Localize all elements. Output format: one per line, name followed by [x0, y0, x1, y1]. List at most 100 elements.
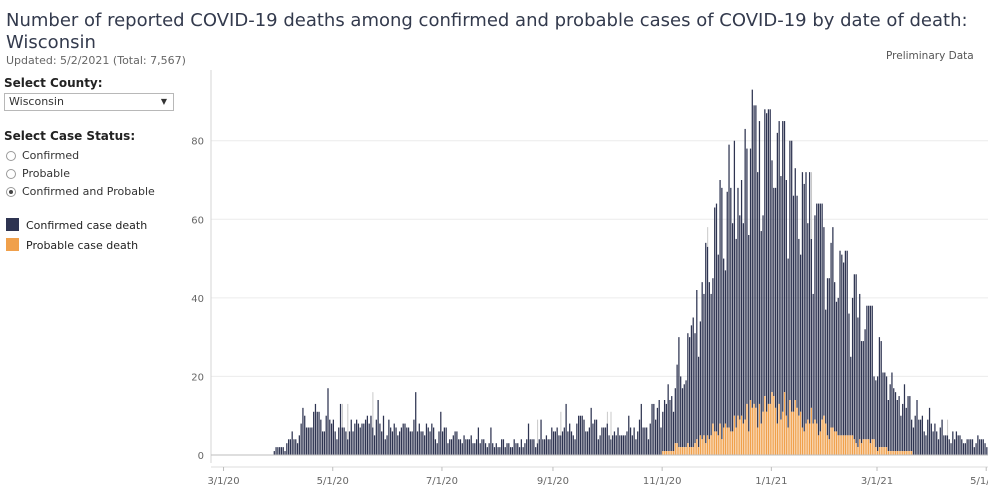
- bar-confirmed: [855, 274, 857, 444]
- bar-confirmed: [733, 140, 736, 416]
- bar-confirmed: [932, 431, 934, 455]
- bar-confirmed: [524, 443, 526, 455]
- bar-confirmed: [787, 258, 789, 428]
- bar-confirmed: [828, 278, 830, 440]
- county-select[interactable]: Wisconsin ▼: [4, 93, 174, 111]
- bar-confirmed: [712, 278, 714, 424]
- bar-confirmed: [919, 419, 922, 455]
- bar-confirmed: [898, 396, 900, 452]
- bar-confirmed: [338, 427, 340, 455]
- bar-confirmed: [851, 297, 854, 436]
- bar-probable: [835, 431, 838, 455]
- county-label: Select County:: [4, 76, 103, 90]
- preliminary-data-label: Preliminary Data: [886, 50, 974, 62]
- bar-probable: [859, 439, 861, 455]
- bar-confirmed: [370, 415, 372, 455]
- bar-confirmed: [760, 231, 762, 424]
- bar-confirmed: [633, 427, 635, 455]
- bar-confirmed: [454, 431, 456, 455]
- bar-probable: [742, 423, 744, 455]
- bar-confirmed: [309, 427, 311, 455]
- radio-probable[interactable]: Probable: [6, 166, 70, 182]
- bar-probable: [689, 447, 691, 455]
- bar-confirmed: [554, 431, 556, 455]
- bar-confirmed: [497, 447, 499, 455]
- bar-confirmed: [653, 403, 655, 455]
- bar-probable: [735, 427, 737, 455]
- bar-confirmed: [316, 411, 318, 455]
- radio-confirmed[interactable]: Confirmed: [6, 148, 79, 164]
- radio-label: Confirmed: [22, 149, 80, 162]
- bar-confirmed: [527, 423, 530, 455]
- bar-confirmed: [585, 431, 587, 455]
- bar-confirmed: [552, 431, 555, 455]
- radio-circle-icon: [6, 169, 16, 179]
- bar-confirmed: [694, 333, 696, 444]
- bar-confirmed: [449, 439, 451, 455]
- legend-swatch-confirmed: [6, 218, 19, 231]
- bar-confirmed: [889, 384, 891, 452]
- bar-probable: [807, 419, 809, 455]
- bar-confirmed: [295, 439, 297, 455]
- bar-confirmed: [744, 128, 746, 420]
- bar-confirmed: [601, 427, 603, 455]
- bar-total-marker: [372, 392, 374, 428]
- bar-confirmed: [368, 423, 370, 455]
- bar-confirmed: [655, 419, 657, 455]
- bar-probable: [885, 447, 888, 455]
- bar-confirmed: [318, 411, 320, 455]
- legend-swatch-probable: [6, 238, 19, 251]
- bar-confirmed: [574, 439, 576, 455]
- bar-confirmed: [629, 427, 632, 455]
- x-tick-label: 7/1/20: [426, 476, 458, 487]
- bar-confirmed: [377, 400, 379, 455]
- bar-confirmed: [542, 439, 544, 455]
- bar-confirmed: [330, 423, 333, 455]
- bar-probable: [769, 403, 771, 455]
- bar-probable: [687, 443, 689, 455]
- bar-confirmed: [619, 435, 621, 455]
- bar-confirmed: [884, 372, 886, 448]
- x-tick-label: 11/1/20: [643, 476, 682, 487]
- bar-confirmed: [658, 400, 660, 455]
- bar-probable: [875, 447, 877, 455]
- bar-confirmed: [642, 427, 644, 455]
- bar-confirmed: [808, 172, 811, 424]
- bar-confirmed: [807, 223, 809, 420]
- bar-confirmed: [911, 419, 913, 452]
- bar-total-marker: [537, 419, 539, 444]
- updated-text: Updated: 5/2/2021 (Total: 7,567): [6, 54, 186, 67]
- bar-confirmed: [511, 447, 514, 455]
- bar-confirmed: [943, 435, 945, 455]
- bar-confirmed: [905, 407, 907, 452]
- bar-confirmed: [959, 435, 961, 455]
- bar-confirmed: [672, 411, 675, 452]
- bar-confirmed: [533, 439, 535, 455]
- bar-probable: [767, 403, 770, 455]
- bar-probable: [862, 439, 864, 455]
- bar-probable: [701, 439, 703, 455]
- bar-probable: [842, 435, 845, 455]
- bar-confirmed: [422, 431, 424, 455]
- bar-confirmed: [563, 427, 565, 455]
- bar-confirmed: [853, 274, 855, 440]
- bar-confirmed: [620, 435, 623, 455]
- bar-probable: [832, 427, 834, 455]
- bar-confirmed: [504, 447, 506, 455]
- bar-probable: [792, 411, 795, 455]
- bar-probable: [730, 431, 732, 455]
- bar-probable: [748, 431, 750, 455]
- bar-probable: [887, 451, 889, 455]
- bar-confirmed: [880, 341, 882, 448]
- bar-confirmed: [975, 443, 977, 455]
- bar-confirmed: [821, 203, 823, 420]
- bar-probable: [676, 443, 678, 455]
- bar-confirmed: [789, 140, 791, 400]
- bar-confirmed: [803, 183, 805, 432]
- bar-confirmed: [982, 439, 984, 455]
- radio-confirmed-and-probable[interactable]: Confirmed and Probable: [6, 184, 155, 200]
- bar-confirmed: [397, 435, 399, 455]
- bar-confirmed: [896, 400, 898, 452]
- bar-probable: [780, 419, 782, 455]
- bar-confirmed: [343, 427, 345, 455]
